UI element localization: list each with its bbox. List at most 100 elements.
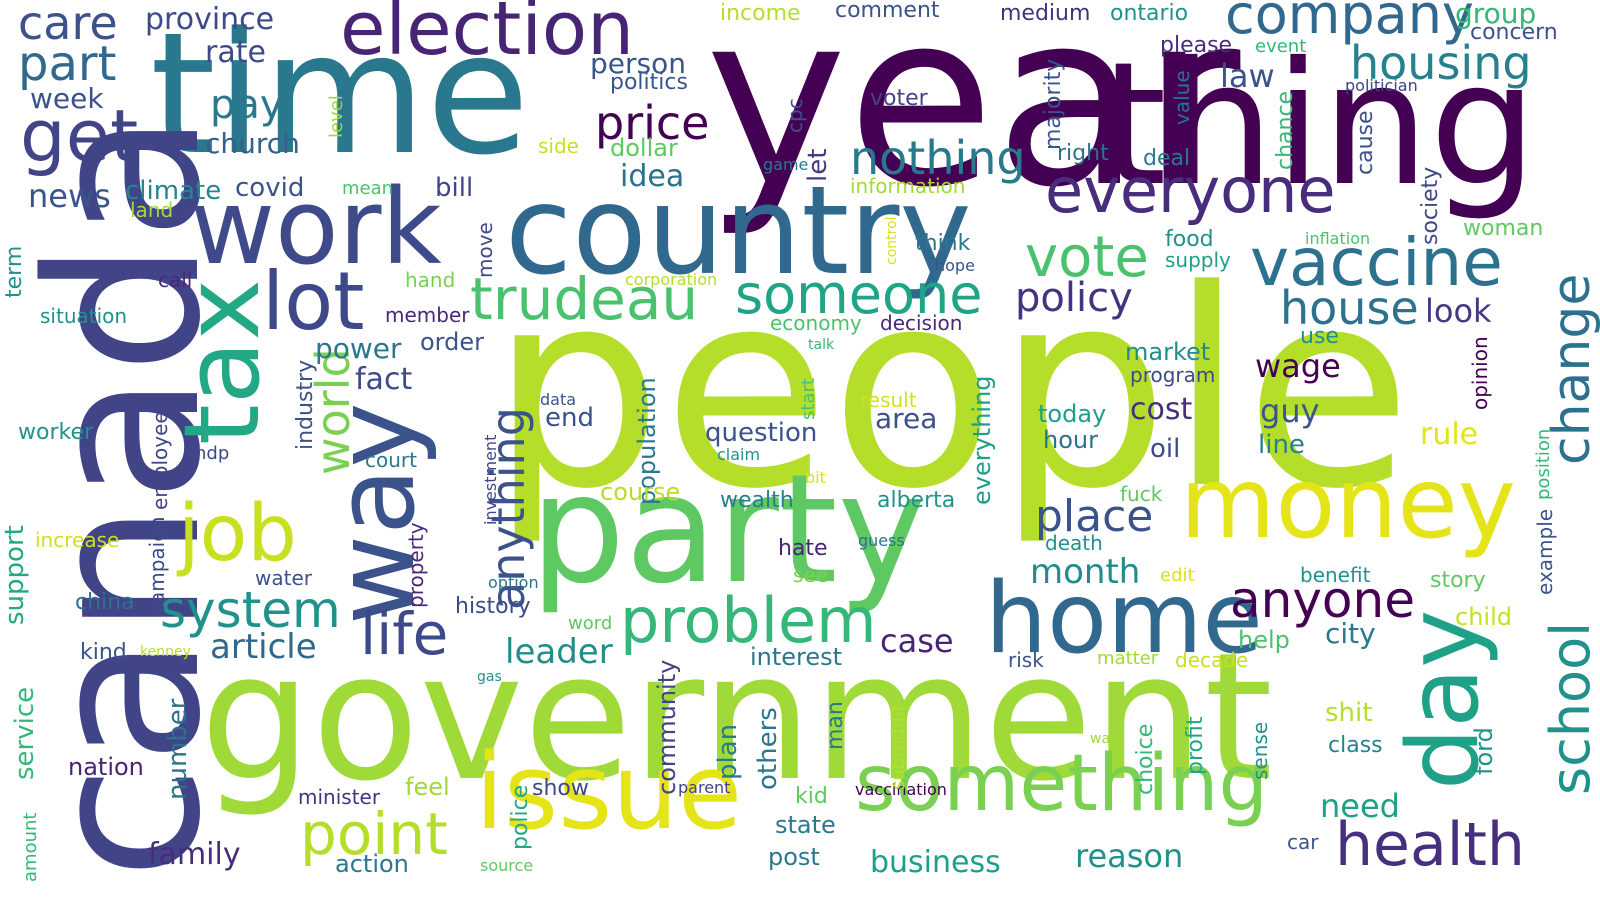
word-minister: minister (298, 785, 381, 809)
word-child: child (1455, 603, 1512, 631)
word-wealth: wealth (720, 488, 794, 513)
word-side: side (538, 134, 579, 158)
word-line: line (1258, 430, 1305, 460)
word-today: today (1038, 400, 1107, 428)
word-class: class (1328, 733, 1383, 758)
word-place: place (1035, 491, 1154, 542)
word-decision: decision (880, 311, 963, 335)
word-course: course (600, 478, 681, 506)
word-control: control (884, 216, 900, 265)
word-others: others (753, 707, 783, 790)
word-food: food (1165, 227, 1214, 252)
word-leader: leader (505, 632, 613, 672)
word-fuck: fuck (1120, 482, 1163, 506)
word-family: family (148, 837, 241, 872)
word-post: post (768, 843, 820, 871)
word-care: care (18, 0, 118, 50)
word-show: show (532, 776, 589, 801)
word-let: let (803, 148, 833, 182)
word-month: month (1030, 552, 1141, 592)
word-health: health (1335, 810, 1525, 880)
word-gas: gas (477, 669, 502, 685)
word-dollar: dollar (610, 134, 678, 162)
word-vaccination: vaccination (855, 780, 947, 799)
word-home: home (985, 562, 1263, 676)
word-risk: risk (1008, 648, 1044, 672)
word-campaign: campaign (145, 516, 169, 615)
word-supply: supply (1165, 248, 1231, 272)
word-kenney: kenney (140, 644, 191, 660)
word-program: program (1130, 363, 1216, 387)
word-housing: housing (1350, 36, 1532, 90)
word-economy: economy (770, 311, 862, 335)
word-call: call (158, 268, 193, 292)
word-claim: claim (717, 445, 761, 464)
word-event: event (1255, 36, 1307, 57)
word-person: person (590, 47, 686, 80)
word-hour: hour (1043, 426, 1098, 454)
word-case: case (880, 622, 954, 660)
word-alberta: alberta (877, 488, 956, 513)
word-thing: thing (1100, 26, 1538, 224)
word-result: result (860, 388, 917, 412)
word-increase: increase (35, 528, 120, 552)
word-investment: investment (481, 434, 500, 525)
word-source: source (480, 856, 534, 875)
word-hate: hate (778, 536, 828, 561)
word-bill: bill (435, 173, 474, 203)
word-china: china (75, 590, 135, 615)
word-benefit: benefit (1300, 563, 1371, 587)
word-situation: situation (40, 304, 128, 328)
word-value: value (1170, 70, 1194, 125)
word-cost: cost (1130, 392, 1193, 427)
word-part: part (18, 36, 117, 92)
word-ontario: ontario (1110, 1, 1189, 26)
word-hand: hand (405, 268, 456, 292)
word-problem: problem (620, 584, 877, 657)
word-tax: tax (161, 278, 283, 445)
word-covid: covid (235, 173, 305, 203)
word-man: man (823, 701, 848, 750)
word-amount: amount (20, 812, 41, 882)
word-land: land (130, 198, 174, 222)
word-woman: woman (1463, 216, 1544, 241)
word-price: price (595, 96, 710, 150)
word-guy: guy (1260, 392, 1320, 430)
word-support: support (0, 525, 30, 625)
word-corporation: corporation (625, 270, 718, 289)
word-term: term (2, 245, 27, 298)
word-example: example (1533, 508, 1557, 595)
word-cause: cause (1353, 110, 1378, 175)
word-area: area (875, 402, 938, 435)
word-story: story (1430, 568, 1486, 593)
word-someone: someone (735, 263, 983, 326)
word-city: city (1325, 617, 1376, 650)
word-election: election (340, 0, 635, 72)
word-decade: decade (1175, 648, 1249, 672)
word-talk: talk (808, 337, 835, 353)
word-province: province (145, 2, 275, 37)
word-water: water (255, 566, 312, 590)
word-idea: idea (620, 159, 685, 194)
word-kid: kid (795, 784, 828, 809)
word-opinion: opinion (1468, 336, 1492, 410)
word-something: something (855, 739, 1268, 829)
word-hope: hope (935, 256, 975, 275)
word-plan: plan (713, 723, 743, 780)
word-country: country (505, 160, 972, 302)
word-point: point (300, 800, 448, 868)
word-help: help (1238, 626, 1290, 654)
word-ndp: ndp (195, 443, 230, 464)
word-start: start (798, 378, 819, 420)
word-bit: bit (805, 468, 826, 487)
word-police: police (508, 784, 533, 850)
word-see: see (793, 563, 829, 587)
word-number: number (163, 698, 193, 800)
word-deal: deal (1143, 146, 1191, 171)
word-word: word (568, 613, 613, 634)
word-game: game (763, 155, 809, 174)
word-industry: industry (293, 359, 318, 450)
word-member: member (385, 303, 470, 327)
word-house: house (1280, 281, 1419, 335)
word-concern: concern (1470, 20, 1558, 45)
